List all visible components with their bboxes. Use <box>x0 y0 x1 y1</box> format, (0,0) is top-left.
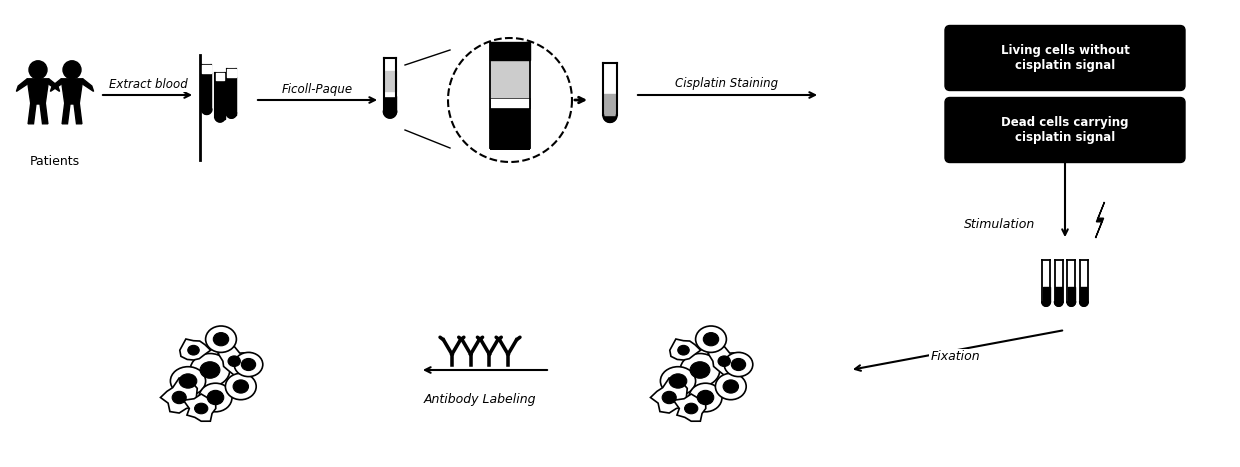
Polygon shape <box>670 339 701 360</box>
Ellipse shape <box>180 374 197 388</box>
Ellipse shape <box>715 373 746 400</box>
Polygon shape <box>48 79 60 92</box>
Polygon shape <box>61 79 83 104</box>
Ellipse shape <box>718 356 730 367</box>
Text: Ficoll-Paque: Ficoll-Paque <box>281 83 352 95</box>
Ellipse shape <box>681 354 719 387</box>
Text: Living cells without
cisplatin signal: Living cells without cisplatin signal <box>1001 44 1130 72</box>
Ellipse shape <box>206 326 237 353</box>
Circle shape <box>63 61 81 79</box>
Ellipse shape <box>732 359 745 370</box>
Text: Cisplatin Staining: Cisplatin Staining <box>676 78 779 91</box>
Polygon shape <box>40 102 48 124</box>
FancyBboxPatch shape <box>945 98 1185 163</box>
Polygon shape <box>184 394 216 421</box>
Polygon shape <box>1042 302 1050 306</box>
Ellipse shape <box>684 403 698 414</box>
Polygon shape <box>673 394 706 421</box>
Ellipse shape <box>198 383 232 412</box>
Ellipse shape <box>233 380 248 393</box>
Polygon shape <box>29 102 36 124</box>
Polygon shape <box>83 79 93 92</box>
Polygon shape <box>16 79 27 92</box>
Ellipse shape <box>723 380 739 393</box>
Polygon shape <box>27 79 48 104</box>
Polygon shape <box>218 347 252 375</box>
Ellipse shape <box>724 353 753 376</box>
Circle shape <box>29 61 47 79</box>
Ellipse shape <box>172 391 186 403</box>
Text: Antibody Labeling: Antibody Labeling <box>424 394 536 406</box>
Ellipse shape <box>678 346 689 355</box>
Bar <box>490 42 529 60</box>
Ellipse shape <box>661 367 696 395</box>
Ellipse shape <box>691 362 709 378</box>
Ellipse shape <box>190 354 229 387</box>
Ellipse shape <box>170 367 206 395</box>
Polygon shape <box>383 112 397 118</box>
Ellipse shape <box>207 390 223 404</box>
Text: Patients: Patients <box>30 155 81 168</box>
Polygon shape <box>227 113 236 118</box>
Ellipse shape <box>242 359 255 370</box>
Ellipse shape <box>226 373 257 400</box>
Polygon shape <box>708 347 742 375</box>
Text: Fixation: Fixation <box>930 351 980 363</box>
Polygon shape <box>604 115 616 122</box>
Polygon shape <box>1080 302 1087 306</box>
Ellipse shape <box>689 383 722 412</box>
Ellipse shape <box>696 326 727 353</box>
Ellipse shape <box>703 333 719 346</box>
Polygon shape <box>62 102 71 124</box>
Text: Extract blood: Extract blood <box>109 78 187 91</box>
Ellipse shape <box>662 391 676 403</box>
Ellipse shape <box>234 353 263 376</box>
Ellipse shape <box>213 333 228 346</box>
Ellipse shape <box>195 403 208 414</box>
Ellipse shape <box>670 374 687 388</box>
Polygon shape <box>74 102 82 124</box>
Bar <box>490 60 529 98</box>
Polygon shape <box>1055 302 1063 306</box>
Polygon shape <box>160 378 197 413</box>
Polygon shape <box>1068 302 1075 306</box>
Polygon shape <box>202 109 212 114</box>
FancyBboxPatch shape <box>945 26 1185 91</box>
Bar <box>490 98 529 108</box>
Text: Dead cells carrying
cisplatin signal: Dead cells carrying cisplatin signal <box>1001 116 1128 144</box>
Ellipse shape <box>697 390 714 404</box>
Polygon shape <box>216 117 224 122</box>
Polygon shape <box>51 79 61 92</box>
Text: Stimulation: Stimulation <box>965 219 1035 232</box>
Ellipse shape <box>187 346 200 355</box>
Polygon shape <box>651 378 687 413</box>
Ellipse shape <box>200 362 219 378</box>
Ellipse shape <box>228 356 241 367</box>
Polygon shape <box>1095 202 1105 238</box>
Polygon shape <box>180 339 211 360</box>
Bar <box>490 108 529 150</box>
